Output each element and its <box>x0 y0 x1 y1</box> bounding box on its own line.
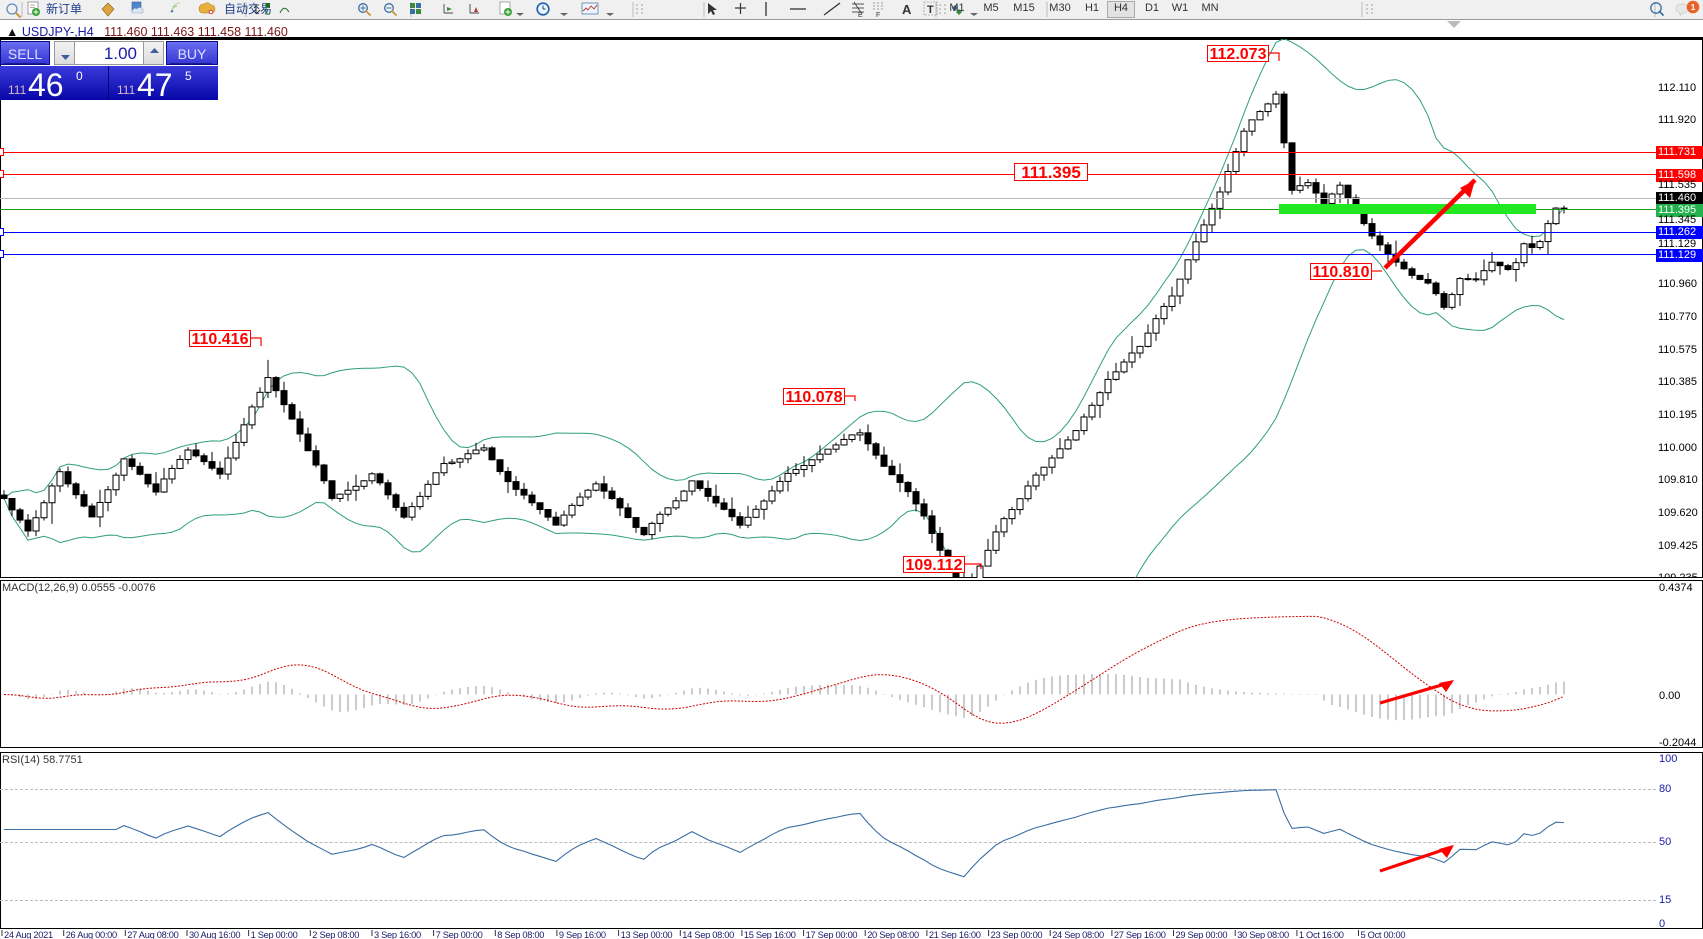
svg-text:1: 1 <box>1691 2 1696 12</box>
svg-text:F: F <box>876 12 880 19</box>
svg-text:E: E <box>858 12 863 19</box>
svg-text:A: A <box>902 2 912 17</box>
svg-text:T: T <box>927 4 934 16</box>
